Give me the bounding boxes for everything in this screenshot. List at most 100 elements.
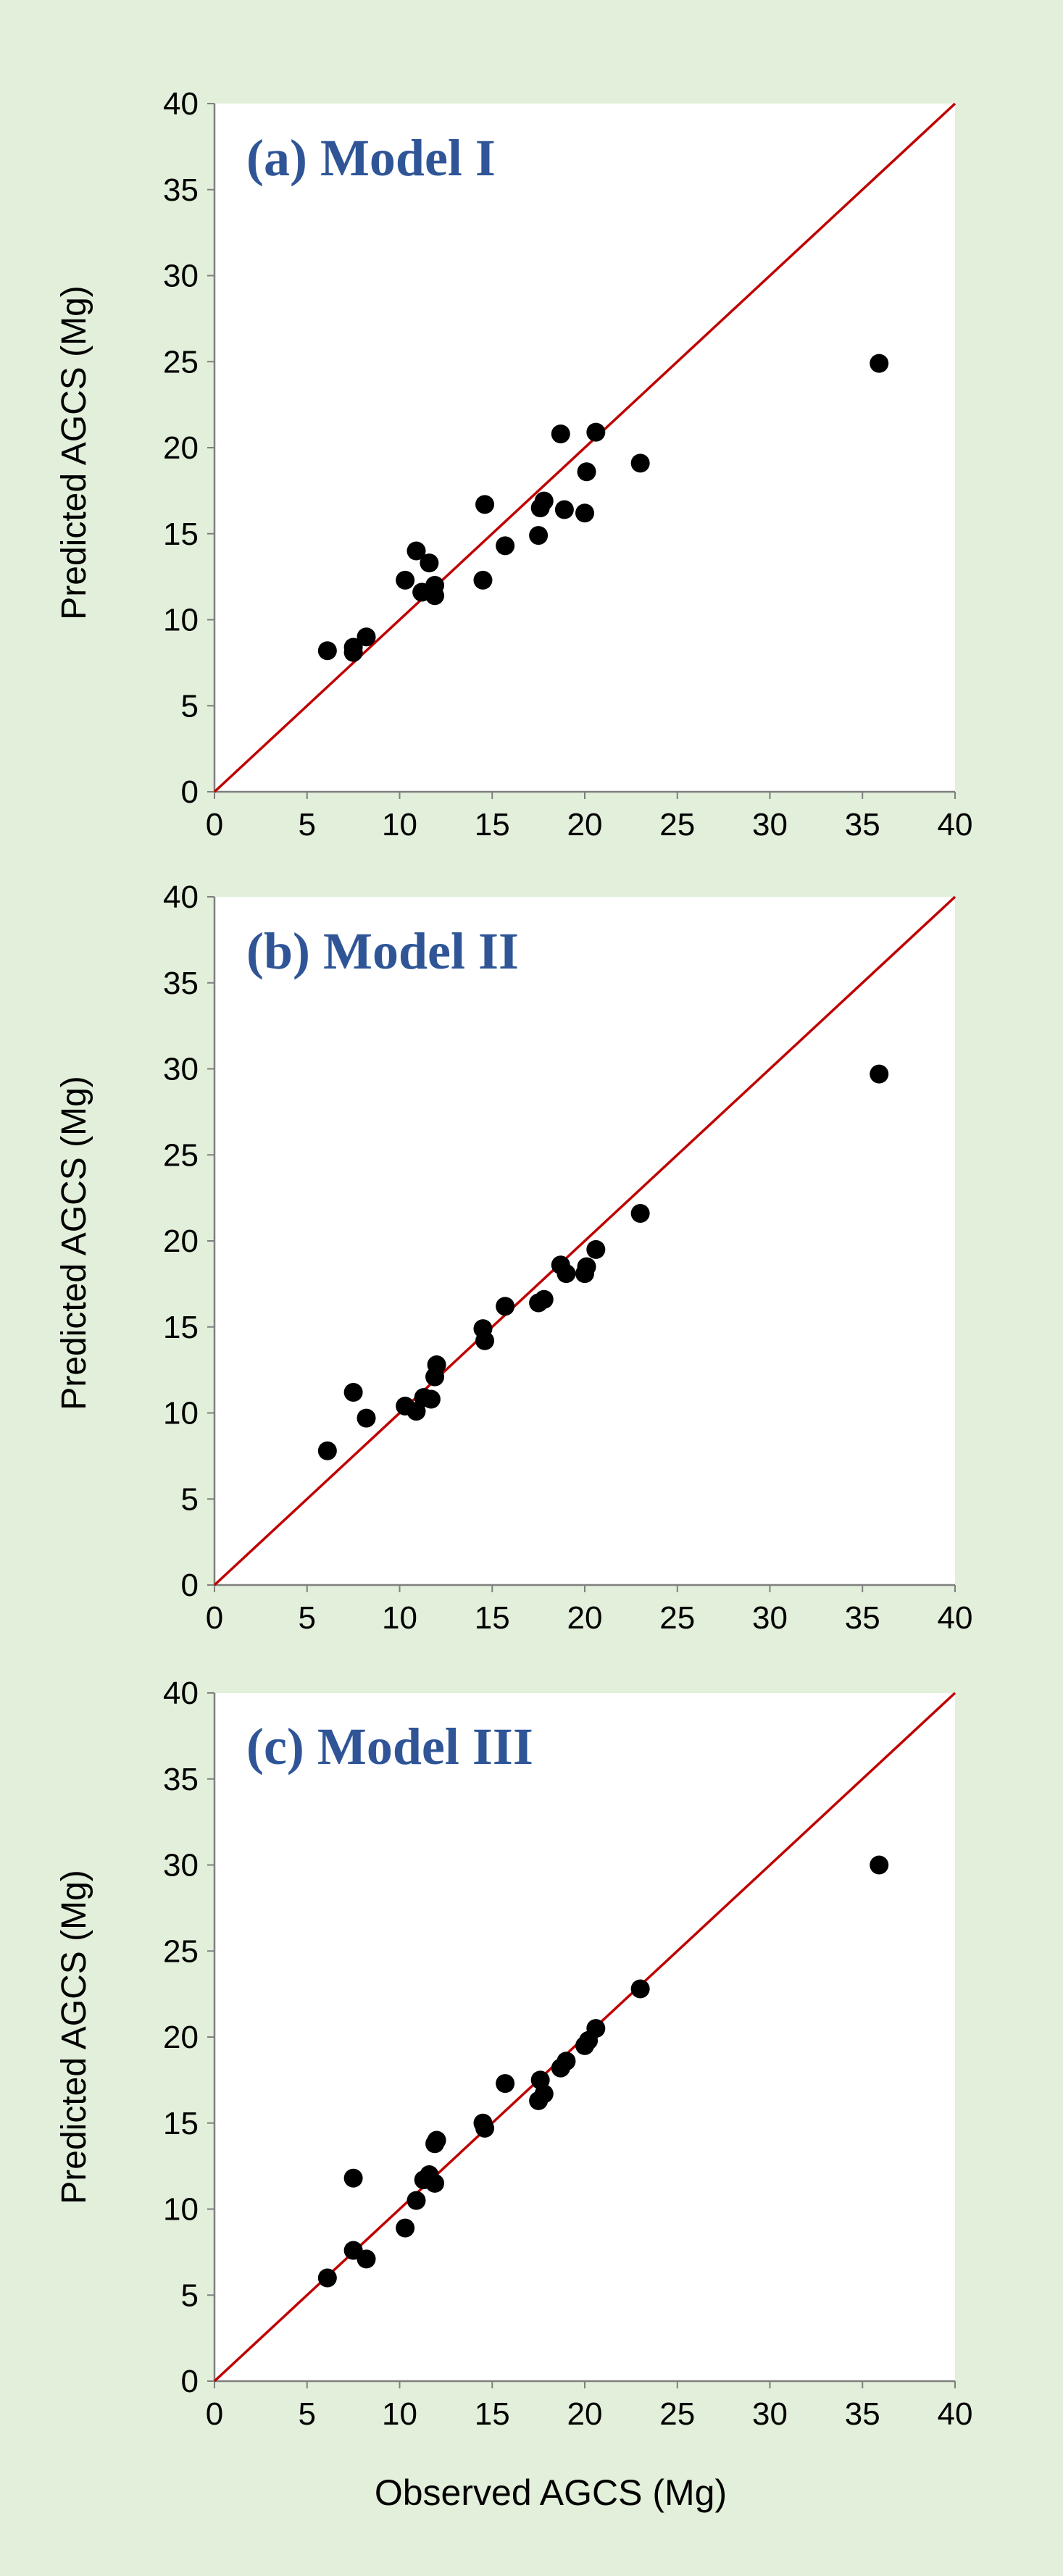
panel-c-data-point [475, 2118, 495, 2138]
panel-a-data-point [870, 354, 889, 373]
panel-c-x-tick-label: 5 [299, 2396, 316, 2432]
panel-c-data-point [425, 2173, 445, 2193]
panel-b-y-tick-label: 30 [163, 1052, 199, 1087]
panel-b-y-axis-title: Predicted AGCS (Mg) [55, 1076, 93, 1410]
panel-a-x-tick-label: 10 [382, 807, 417, 842]
panel-a-y-tick-label: 15 [163, 517, 199, 552]
panel-b-x-tick-label: 25 [659, 1600, 695, 1636]
panel-c-y-tick-label: 10 [163, 2192, 199, 2228]
panel-b-x-tick-label: 10 [382, 1600, 417, 1636]
panel-c-data-point [534, 2084, 554, 2104]
panel-c-x-tick-label: 15 [475, 2396, 510, 2432]
panel-a-y-tick-label: 5 [181, 688, 199, 724]
panel-b-data-point [870, 1064, 889, 1084]
panel-a-x-tick-label: 5 [299, 807, 316, 842]
panel-b-x-tick-label: 35 [845, 1600, 880, 1636]
panel-c-y-tick-label: 35 [163, 1762, 199, 1797]
panel-b-one-to-one-line [213, 895, 956, 1586]
panel-b-x-tick-label: 5 [299, 1600, 316, 1636]
panel-a-y-tick-label: 40 [163, 86, 199, 122]
panel-a-data-point [529, 526, 549, 545]
panel-a-data-point [630, 453, 650, 473]
panel-a-y-tick-label: 10 [163, 603, 199, 638]
panel-a-y-tick-label: 20 [163, 430, 199, 466]
panel-a-y-tick-label: 35 [163, 172, 199, 208]
panel-a-x-tick-label: 0 [206, 807, 223, 842]
panel-b-y-tick-label: 15 [163, 1310, 199, 1345]
panel-b-data-point [407, 1402, 426, 1421]
panel-b-data-point [534, 1289, 554, 1309]
panel-c-data-point [396, 2218, 415, 2238]
panel-a-data-point [473, 570, 493, 590]
panel-b-data-point [317, 1441, 337, 1460]
panel-b-data-point [421, 1389, 441, 1409]
panel-a-x-tick-label: 30 [752, 807, 788, 842]
panel-c-x-tick-label: 35 [845, 2396, 880, 2432]
panel-a-x-tick-label: 40 [938, 807, 973, 842]
panel-b-y-tick-label: 40 [163, 879, 199, 915]
panel-c-y-tick-label: 5 [181, 2278, 199, 2313]
panel-c-data-point [407, 2191, 426, 2210]
panel-b-data-point [427, 1355, 446, 1374]
panel-c-data-point [427, 2130, 446, 2150]
panel-a-data-point [554, 500, 574, 519]
panel-c-x-tick-label: 40 [938, 2396, 973, 2432]
panel-a-data-point [551, 425, 570, 443]
panel-c-y-tick-label: 20 [163, 2020, 199, 2055]
panel-b-y-tick-label: 5 [181, 1481, 199, 1517]
panel-c-y-tick-label: 25 [163, 1933, 199, 1969]
panel-b-y-tick-label: 35 [163, 966, 199, 1001]
panel-c-data-point [496, 2074, 515, 2094]
panel-b-data-point [586, 1239, 606, 1259]
panel-a-y-axis-title: Predicted AGCS (Mg) [55, 285, 93, 619]
panel-b-x-tick-label: 20 [567, 1600, 603, 1636]
panel-b-x-tick-label: 40 [938, 1600, 973, 1636]
panel-a-data-point [317, 641, 337, 661]
panel-c-x-tick-label: 30 [752, 2396, 788, 2432]
panel-a-title: (a) Model I [246, 129, 496, 187]
panel-c-x-tick-label: 20 [567, 2396, 603, 2432]
panel-a-x-tick-label: 25 [659, 807, 695, 842]
panel-c-data-point [870, 1855, 889, 1875]
panel-b-data-point [475, 1331, 495, 1350]
panel-c-x-tick-label: 10 [382, 2396, 417, 2432]
panel-a-data-point [343, 637, 363, 657]
panel-a-data-point [425, 586, 445, 606]
panel-a-y-tick-label: 25 [163, 344, 199, 380]
panel-a-x-tick-label: 20 [567, 807, 603, 842]
panel-c-y-axis-title: Predicted AGCS (Mg) [55, 1870, 93, 2204]
panel-c-data-point [357, 2249, 376, 2269]
panel-c-data-point [343, 2168, 363, 2188]
panel-c-x-axis-title: Observed AGCS (Mg) [375, 2472, 727, 2513]
panel-c: Predicted AGCS (Mg) Observed AGCS (Mg) 0… [55, 1676, 972, 2513]
panel-a-data-point [496, 536, 515, 556]
panel-a-y-tick-label: 0 [181, 774, 199, 810]
panel-a-one-to-one-line [213, 102, 956, 793]
panel-b-y-tick-label: 25 [163, 1137, 199, 1173]
panel-c-y-tick-label: 30 [163, 1848, 199, 1883]
panel-c-y-tick-label: 15 [163, 2106, 199, 2141]
panel-c-x-tick-label: 0 [206, 2396, 223, 2432]
panel-b-y-tick-label: 10 [163, 1396, 199, 1431]
panel-b-data-point [556, 1264, 576, 1284]
panel-b-x-tick-label: 30 [752, 1600, 788, 1636]
panel-a-x-tick-label: 15 [475, 807, 510, 842]
panel-a-data-point [577, 462, 596, 482]
panel-a-data-point [357, 627, 376, 647]
panel-a-data-point [407, 541, 426, 561]
panel-b-data-point [496, 1297, 515, 1316]
panel-a-data-point [475, 495, 495, 514]
panel-b-x-tick-label: 0 [206, 1600, 223, 1636]
panel-a-data-point [575, 503, 594, 523]
panel-a: Predicted AGCS (Mg) 0 5 10 15 20 25 30 35 40 0 5 10… [55, 86, 972, 842]
panel-b-data-point [343, 1383, 363, 1402]
panel-b-data-point [357, 1408, 376, 1428]
panel-a-data-point [420, 553, 439, 573]
panel-a-x-tick-label: 35 [845, 807, 880, 842]
panel-c-data-point [317, 2268, 337, 2288]
panel-b-data-point [577, 1257, 596, 1276]
panel-a-y-tick-label: 30 [163, 259, 199, 294]
panel-b-x-tick-label: 15 [475, 1600, 510, 1636]
panel-c-data-point [556, 2052, 576, 2071]
